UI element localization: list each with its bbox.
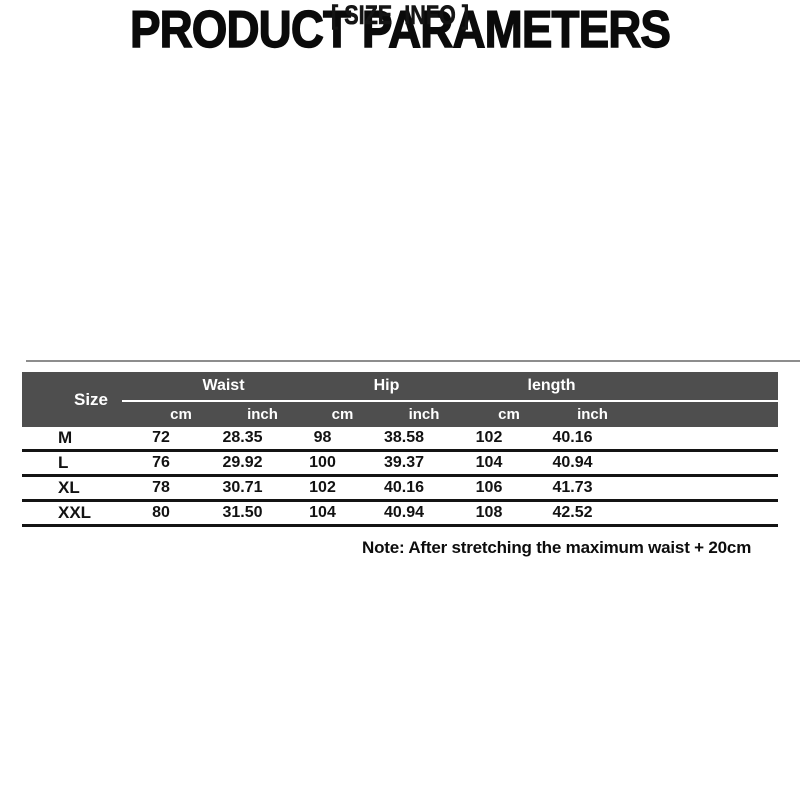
table-row-xl: XL 78 30.71 102 40.16 106 41.73	[22, 477, 778, 502]
size-table: Size Waist Hip length cm inch cm inch cm…	[22, 372, 778, 527]
header-group-waist: Waist	[202, 377, 245, 394]
header-divider-line	[122, 400, 778, 402]
page-title: PRODUCT PARAMETERS	[129, 0, 671, 59]
cell-hip-inch: 40.94	[383, 504, 425, 521]
cell-waist-cm: 72	[152, 429, 170, 446]
row-label-size: L	[58, 453, 69, 472]
cell-waist-cm: 76	[152, 454, 170, 471]
cell-waist-inch: 29.92	[222, 454, 263, 471]
cell-length-inch: 41.73	[552, 479, 593, 496]
header-group-length: length	[527, 377, 576, 394]
cell-hip-inch: 38.58	[383, 429, 425, 446]
cell-length-cm: 104	[475, 454, 503, 471]
table-row-l: L 76 29.92 100 39.37 104 40.94	[22, 452, 778, 477]
cell-waist-cm: 80	[152, 504, 170, 521]
subheader-waist-cm: cm	[170, 406, 192, 423]
subheader-length-cm: cm	[498, 406, 520, 423]
page-subtitle: [ SIZE INFO ]	[331, 0, 469, 30]
cell-waist-inch: 28.35	[222, 429, 263, 446]
cell-length-cm: 102	[475, 429, 503, 446]
header-group-hip: Hip	[373, 377, 400, 394]
cell-hip-cm: 102	[309, 479, 336, 496]
subheader-waist-inch: inch	[247, 406, 278, 423]
table-row-m: M 72 28.35 98 38.58 102 40.16	[22, 427, 778, 452]
cell-hip-cm: 98	[313, 429, 332, 446]
cell-length-inch: 42.52	[552, 504, 593, 521]
size-table-header: Size Waist Hip length cm inch cm inch cm…	[22, 372, 778, 427]
cell-hip-cm: 100	[309, 454, 336, 471]
subheader-hip-cm: cm	[331, 406, 354, 423]
subheader-hip-inch: inch	[408, 406, 440, 423]
cell-waist-inch: 31.50	[222, 504, 263, 521]
subheader-length-inch: inch	[577, 406, 608, 423]
cell-hip-inch: 39.37	[383, 454, 425, 471]
row-label-size: M	[58, 428, 73, 447]
cell-hip-inch: 40.16	[383, 479, 425, 496]
cell-hip-cm: 104	[309, 504, 336, 521]
cell-length-cm: 106	[475, 479, 503, 496]
header-size: Size	[73, 389, 109, 409]
cell-length-cm: 108	[475, 504, 503, 521]
row-label-size: XXL	[58, 503, 92, 522]
row-label-size: XL	[58, 478, 80, 497]
cell-length-inch: 40.94	[552, 454, 593, 471]
table-row-xxl: XXL 80 31.50 104 40.94 108 42.52	[22, 502, 778, 527]
table-top-divider	[26, 360, 800, 362]
cell-length-inch: 40.16	[552, 429, 593, 446]
cell-waist-cm: 78	[152, 479, 170, 496]
cell-waist-inch: 30.71	[222, 479, 263, 496]
note-text: Note: After stretching the maximum waist…	[362, 538, 752, 557]
